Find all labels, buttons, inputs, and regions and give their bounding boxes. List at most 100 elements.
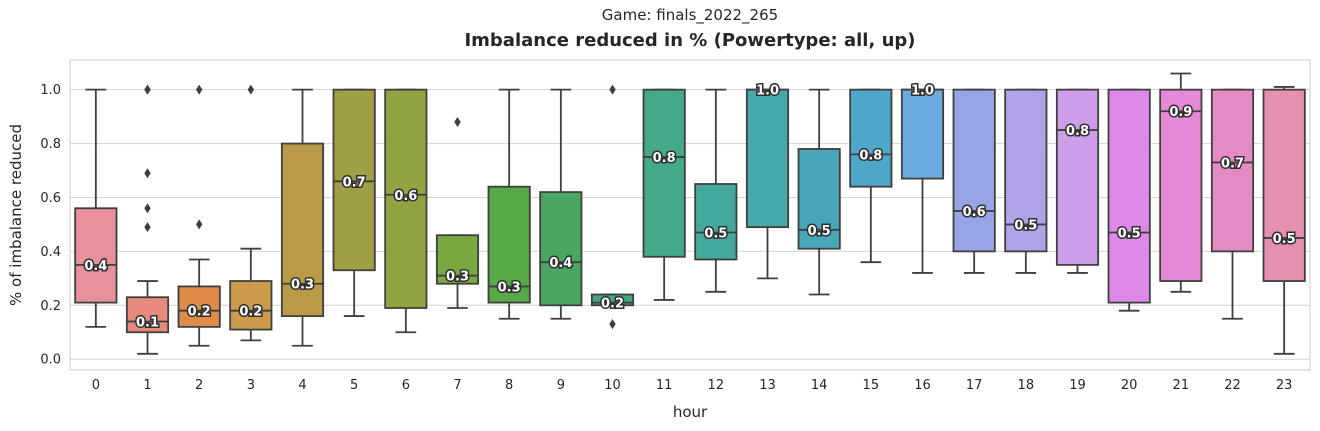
x-tick-label: 14 [811,378,828,393]
box-iqr [74,207,118,304]
box-hour-16: 1.0 [900,82,945,274]
box-hour-12: 0.5 [694,88,738,293]
x-tick-label: 7 [453,378,461,393]
box-iqr [1107,88,1151,304]
median-value-label: 0.3 [498,280,521,295]
median-value-label: 1.0 [911,84,934,99]
outlier-marker [144,203,151,214]
median-value-label: 0.7 [343,175,366,190]
x-tick-label: 12 [708,378,725,393]
y-tick-label: 1.0 [40,83,61,98]
x-tick-label: 15 [863,378,880,393]
median-value-label: 0.3 [291,278,314,293]
box-iqr [590,293,635,307]
box-hour-2: 0.2 [177,84,221,347]
box-hour-23: 0.5 [1262,86,1306,355]
median-value-label: 0.9 [1169,105,1192,120]
median-value-label: 0.4 [84,259,107,274]
median-value-label: 0.5 [704,227,727,242]
box-series: 0.4 0.1 0.2 0.2 0.3 0.7 0.6 0.3 0.3 0.4 0.2 0.8 0.5 1… [74,72,1306,355]
box-hour-14: 0.5 [797,88,841,296]
median-value-label: 0.8 [859,148,882,163]
box-hour-15: 0.8 [849,88,893,264]
x-tick-label: 1 [143,378,151,393]
box-iqr [229,280,273,331]
box-hour-22: 0.7 [1210,88,1255,320]
box-iqr [849,88,893,188]
outlier-marker [144,222,151,233]
box-hour-3: 0.2 [229,84,273,342]
x-tick-label: 20 [1121,378,1138,393]
outlier-marker [609,319,616,330]
box-iqr [797,148,841,250]
grid-lines [70,89,1310,360]
x-tick-label: 11 [656,378,673,393]
x-tick-label: 9 [557,378,565,393]
box-iqr [125,296,170,334]
median-value-label: 1.0 [756,84,779,99]
box-iqr [642,88,686,258]
box-iqr [280,142,325,317]
box-iqr [384,88,428,309]
box-iqr [1210,88,1255,253]
x-tick-label: 16 [914,378,931,393]
box-iqr [1055,88,1100,266]
outlier-marker [195,219,203,230]
box-hour-8: 0.3 [487,88,531,320]
box-hour-7: 0.3 [435,117,480,309]
median-value-label: 0.8 [653,151,676,166]
y-tick-label: 0.4 [40,245,61,260]
box-hour-21: 0.9 [1159,72,1203,293]
x-tick-label: 18 [1018,378,1035,393]
median-value-label: 0.7 [1221,156,1244,171]
box-iqr [952,88,996,253]
median-value-label: 0.2 [239,305,262,320]
x-tick-label: 3 [247,378,255,393]
median-value-label: 0.2 [188,305,211,320]
median-value-label: 0.5 [1014,218,1037,233]
median-value-label: 0.6 [963,205,986,220]
x-tick-label: 6 [402,378,410,393]
x-tick-label: 4 [298,378,306,393]
outlier-marker [454,117,461,127]
box-hour-20: 0.5 [1107,88,1151,312]
x-tick-label: 23 [1276,378,1293,393]
median-value-label: 0.3 [446,270,469,285]
x-tick-label: 13 [759,378,776,393]
box-hour-0: 0.4 [74,88,118,328]
median-value-label: 0.6 [394,189,417,204]
box-hour-6: 0.6 [384,88,428,334]
median-value-label: 0.2 [601,297,624,312]
box-hour-11: 0.8 [642,88,686,301]
box-hour-18: 0.5 [1004,88,1048,274]
y-tick-label: 0.0 [40,353,61,368]
plot-area [69,59,1311,371]
x-tick-label: 2 [195,378,203,393]
x-axis-label: hour [672,403,708,421]
x-tick-label: 21 [1173,378,1190,393]
box-iqr [1159,88,1203,282]
median-value-label: 0.5 [1118,227,1141,242]
box-iqr [332,88,376,272]
box-iqr [1262,88,1306,282]
median-value-label: 0.8 [1066,124,1089,139]
y-tick-labels: 0.0 0.2 0.4 0.6 0.8 1.0 [40,83,61,368]
x-tick-label: 10 [604,378,621,393]
x-tick-label: 8 [505,378,513,393]
y-tick-label: 0.8 [40,137,61,152]
box-hour-17: 0.6 [952,88,996,274]
x-tick-label: 0 [92,378,100,393]
box-hour-13: 1.0 [745,82,790,280]
median-value-label: 0.1 [136,315,159,330]
x-tick-label: 19 [1069,378,1086,393]
box-hour-1: 0.1 [125,84,170,355]
box-iqr [745,88,790,229]
outlier-marker [144,84,151,95]
y-tick-label: 0.2 [40,299,61,314]
median-value-label: 0.5 [808,224,831,239]
outlier-marker [609,84,616,95]
box-iqr [487,185,531,304]
box-iqr [177,285,221,328]
box-hour-4: 0.3 [280,88,325,347]
